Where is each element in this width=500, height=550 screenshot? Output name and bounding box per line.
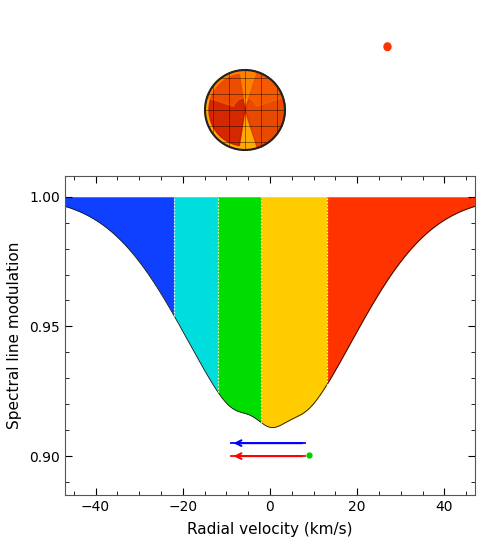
Polygon shape <box>207 70 283 106</box>
Y-axis label: Spectral line modulation: Spectral line modulation <box>8 242 22 429</box>
Polygon shape <box>209 74 245 146</box>
Polygon shape <box>245 72 285 148</box>
Polygon shape <box>205 70 285 150</box>
X-axis label: Radial velocity (km/s): Radial velocity (km/s) <box>187 522 353 537</box>
